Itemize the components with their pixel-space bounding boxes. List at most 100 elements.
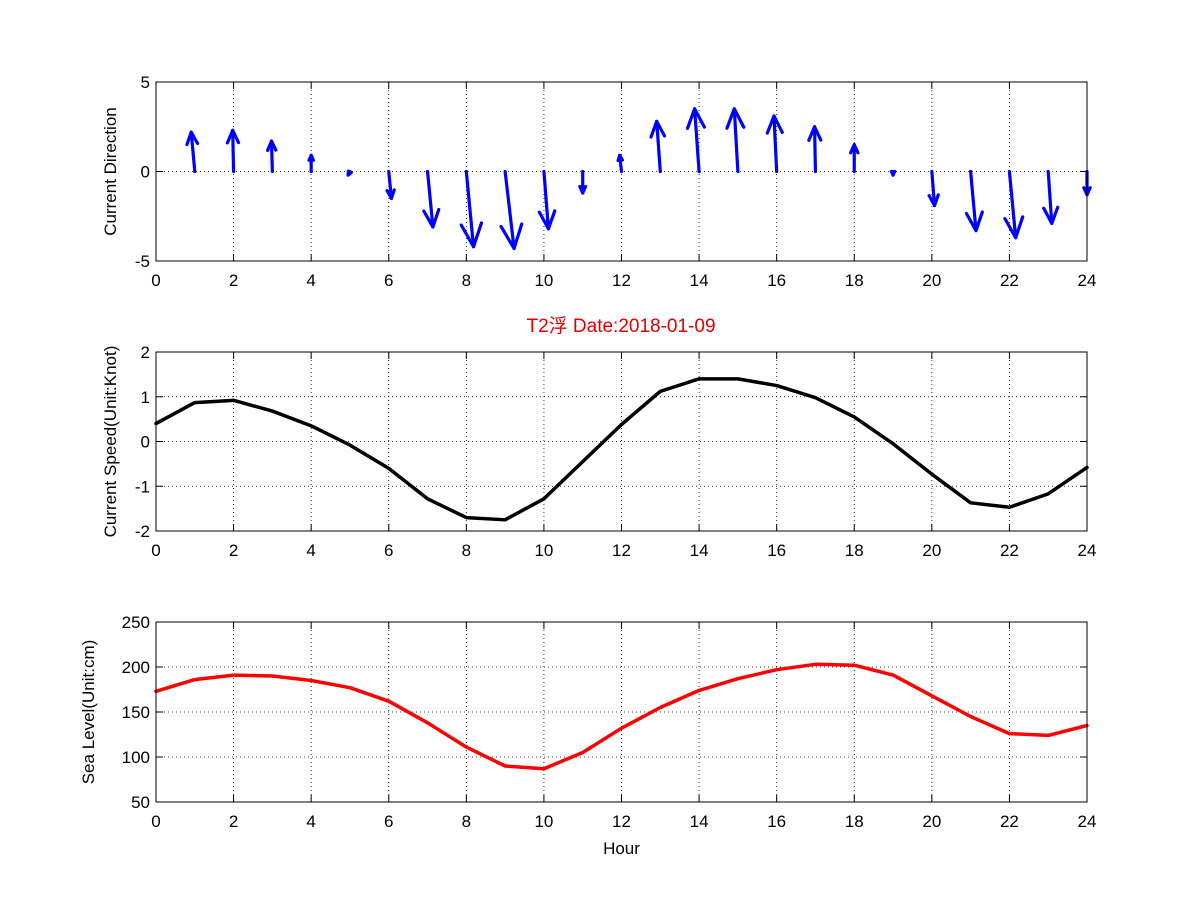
y-tick-label: 100 (122, 748, 150, 767)
arrow-head (459, 221, 484, 249)
data-point (232, 398, 236, 402)
arrow-head (499, 222, 524, 251)
x-tick-label: 18 (845, 271, 864, 290)
arrow-shaft (425, 169, 435, 229)
data-point (581, 460, 585, 464)
data-point (309, 424, 313, 428)
data-point (232, 673, 236, 677)
x-tick-label: 14 (690, 541, 709, 560)
arrow-head (685, 107, 706, 130)
data-point (1007, 732, 1011, 736)
x-tick-label: 12 (612, 541, 631, 560)
arrow-shaft (269, 139, 274, 174)
quiver-arrow (685, 107, 706, 174)
arrow-head (849, 143, 860, 155)
quiver-arrow (927, 169, 940, 208)
x-tick-label: 8 (462, 271, 471, 290)
arrow-head (807, 125, 823, 142)
arrow-head (578, 184, 588, 195)
data-point (813, 396, 817, 400)
y-tick-label: -1 (135, 477, 150, 496)
x-tick-label: 16 (767, 541, 786, 560)
arrow-head (385, 188, 396, 200)
quiver-arrow (537, 169, 557, 231)
quiver-arrow (266, 139, 278, 174)
quiver-arrow (225, 128, 241, 174)
arrow-head (964, 210, 984, 233)
data-point (1007, 505, 1011, 509)
data-point (775, 384, 779, 388)
data-point (697, 377, 701, 381)
x-tick-label: 10 (534, 812, 553, 831)
data-point (270, 674, 274, 678)
y-tick-label: 5 (141, 73, 150, 92)
data-point (193, 401, 197, 405)
data-point (969, 501, 973, 505)
y-tick-label: -5 (135, 252, 150, 271)
quiver-arrow (385, 169, 396, 200)
quiver-arrow (1003, 169, 1025, 240)
quiver-arrow (578, 169, 588, 195)
data-point (387, 466, 391, 470)
arrow-head (889, 169, 897, 177)
arrow-shaft (1046, 169, 1054, 226)
data-point (891, 442, 895, 446)
arrow-shaft (930, 169, 937, 208)
y-tick-label: 1 (141, 388, 150, 407)
arrow-shaft (387, 169, 394, 200)
x-tick-label: 18 (845, 812, 864, 831)
y-tick-label: 0 (141, 433, 150, 452)
x-tick-label: 24 (1078, 812, 1097, 831)
arrow-shaft (503, 169, 516, 251)
data-point (426, 497, 430, 501)
quiver-arrow (185, 130, 200, 174)
data-point (270, 409, 274, 413)
quiver-arrow (616, 153, 625, 174)
quiver-arrow (725, 107, 746, 174)
y-axis-label: Sea Level(Unit:cm) (79, 640, 98, 785)
y-tick-label: 50 (131, 793, 150, 812)
data-point (736, 377, 740, 381)
data-point (852, 415, 856, 419)
data-point (309, 679, 313, 682)
x-tick-label: 0 (151, 271, 160, 290)
y-axis-label: Current Direction (101, 107, 120, 236)
x-tick-label: 6 (384, 541, 393, 560)
y-tick-label: 200 (122, 658, 150, 677)
x-tick-label: 14 (690, 812, 709, 831)
y-tick-label: -2 (135, 522, 150, 541)
data-point (620, 422, 623, 426)
arrow-head (927, 193, 940, 208)
data-point (464, 745, 468, 749)
y-tick-label: 150 (122, 703, 150, 722)
data-point (658, 706, 662, 709)
arrow-head (422, 207, 441, 229)
arrow-head (266, 139, 278, 152)
data-point (658, 389, 662, 393)
x-tick-label: 2 (229, 812, 238, 831)
x-tick-label: 20 (922, 812, 941, 831)
x-tick-label: 10 (534, 541, 553, 560)
data-point (697, 688, 701, 692)
arrow-shaft (464, 169, 476, 249)
x-tick-label: 20 (922, 541, 941, 560)
arrow-head (1003, 215, 1025, 240)
data-point (348, 686, 352, 690)
arrow-shaft (542, 169, 550, 231)
arrow-shaft (189, 130, 197, 174)
x-tick-label: 0 (151, 812, 160, 831)
x-tick-label: 16 (767, 271, 786, 290)
x-tick-label: 24 (1078, 541, 1097, 560)
data-point (193, 678, 197, 682)
arrow-shaft (231, 128, 236, 174)
arrow-shaft (772, 114, 779, 174)
quiver-arrow (1042, 169, 1060, 226)
arrow-head (225, 128, 241, 145)
quiver-arrow (889, 169, 897, 177)
